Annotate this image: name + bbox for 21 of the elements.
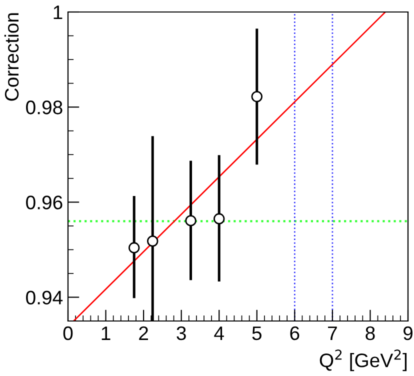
- x-tick-label: 9: [404, 326, 412, 340]
- x-tick-label: 3: [176, 326, 186, 340]
- x-tick-label: 5: [252, 326, 262, 340]
- x-tick-label: 1: [102, 326, 110, 340]
- point: [128, 242, 140, 254]
- point: [251, 91, 262, 102]
- y-tick-label: 0.96: [26, 196, 62, 210]
- x-tick-label: 4: [214, 326, 224, 340]
- point: [147, 236, 158, 247]
- x-tick-label: 8: [366, 326, 375, 340]
- y-tick-label: 0.98: [26, 100, 62, 114]
- y-tick-label: 0.94: [26, 290, 63, 304]
- y-axis-title: Correction: [4, 13, 19, 101]
- point: [214, 213, 225, 224]
- x-tick-label: 7: [328, 326, 337, 340]
- y-tick-label: 1: [54, 6, 62, 20]
- x-tick-label: 6: [290, 326, 300, 340]
- x-axis-title: Q$^{2}$ [GeV$^{2}$]: [320, 350, 407, 372]
- point: [185, 215, 196, 226]
- x-tick-label: 0: [63, 326, 73, 340]
- x-tick-label: 2: [139, 326, 148, 340]
